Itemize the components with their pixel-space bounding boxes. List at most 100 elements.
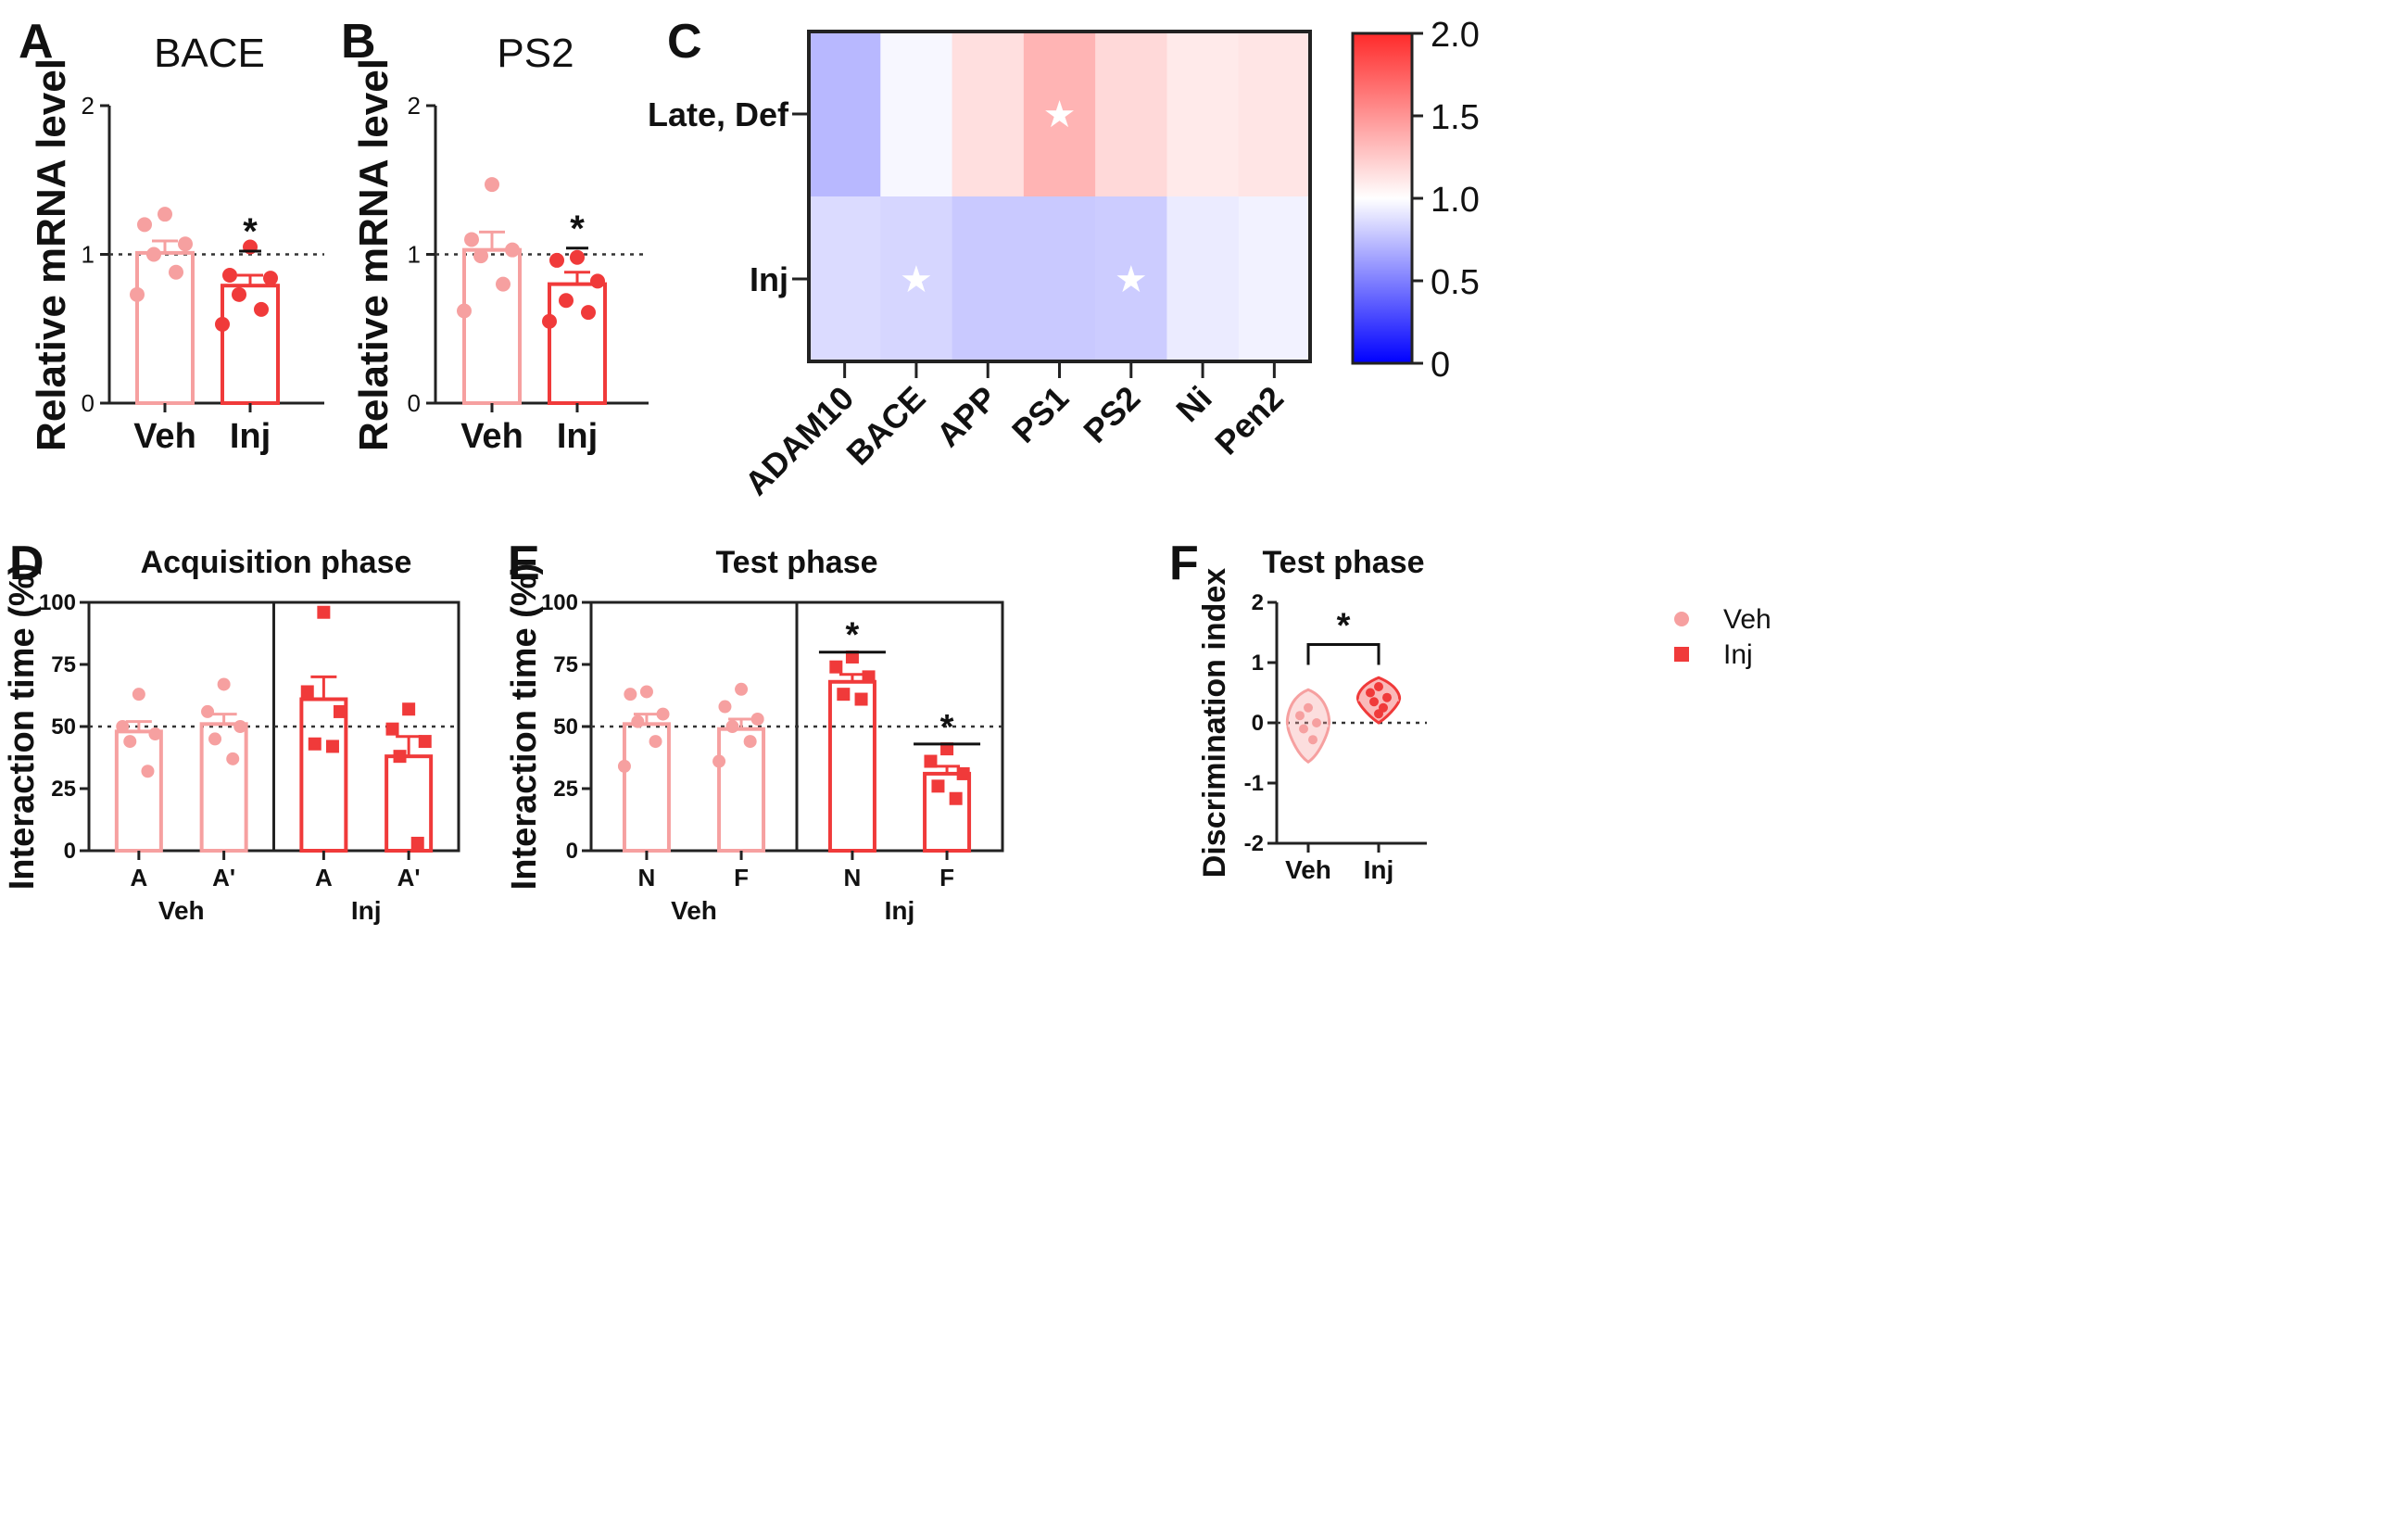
x-tick-label: A' xyxy=(397,864,421,891)
legend-marker-inj xyxy=(1674,647,1689,662)
heatmap-cell-ps1 xyxy=(1023,32,1096,197)
y-tick-label: 75 xyxy=(51,652,76,677)
data-point-veh xyxy=(624,688,637,702)
data-point-veh xyxy=(639,685,653,699)
data-point-inj xyxy=(931,779,945,793)
significance-star: * xyxy=(243,211,258,252)
x-tick-label-inj: Inj xyxy=(1364,855,1394,884)
data-point-inj xyxy=(333,704,347,718)
group-label-inj: Inj xyxy=(351,896,382,925)
data-point-inj xyxy=(317,605,331,619)
x-tick-label-inj: Inj xyxy=(230,417,271,456)
heatmap-col-label-pen2: Pen2 xyxy=(1207,379,1291,462)
data-point-inj xyxy=(1382,692,1392,702)
y-tick-label: 25 xyxy=(553,777,578,802)
heatmap-col-label-ps1: PS1 xyxy=(1004,379,1076,450)
panel-label-a: A xyxy=(19,15,54,69)
data-point-veh xyxy=(146,247,161,262)
significance-star: * xyxy=(940,708,954,747)
x-tick-label-veh: Veh xyxy=(1285,855,1331,884)
heatmap-cell-ni xyxy=(1166,196,1240,362)
data-point-veh xyxy=(485,177,499,193)
violin-veh xyxy=(1285,688,1331,765)
data-point-veh xyxy=(208,732,222,746)
x-tick-label: A xyxy=(130,864,147,891)
bar-veh xyxy=(135,250,195,405)
significance-star: ★ xyxy=(1043,95,1077,135)
data-point-veh xyxy=(1295,711,1305,721)
data-point-veh xyxy=(718,700,732,714)
data-point-inj xyxy=(924,754,938,768)
heatmap-col-label-adam10: ADAM10 xyxy=(738,379,862,503)
data-point-veh xyxy=(226,752,240,765)
y-tick-label: 2 xyxy=(82,92,95,120)
data-point-veh xyxy=(649,735,662,749)
data-point-inj xyxy=(949,791,963,805)
heatmap-col-label-ni: Ni xyxy=(1168,379,1218,429)
legend-label-veh: Veh xyxy=(1723,604,1771,635)
significance-bracket xyxy=(1306,643,1381,665)
data-point-inj xyxy=(829,660,843,674)
heatmap-cell-adam10 xyxy=(809,32,881,197)
panel-label-f: F xyxy=(1169,537,1199,590)
data-point-veh xyxy=(169,264,183,280)
colorbar-tick-label: 1.5 xyxy=(1431,98,1480,137)
y-tick-label: 0 xyxy=(1252,711,1264,736)
data-point-inj xyxy=(940,742,954,756)
data-point-inj xyxy=(232,286,246,302)
y-tick-label: 0 xyxy=(566,839,578,864)
data-point-veh xyxy=(201,704,215,718)
x-tick-label: A' xyxy=(212,864,235,891)
data-point-veh xyxy=(496,276,511,292)
panel-a-title: BACE xyxy=(154,31,265,76)
data-point-veh xyxy=(148,727,162,741)
data-point-veh xyxy=(464,232,479,247)
data-point-inj xyxy=(1374,682,1383,691)
x-tick-label-inj: Inj xyxy=(557,417,598,456)
panel-label-b: B xyxy=(341,15,376,69)
y-tick-label: 0 xyxy=(82,389,95,417)
heatmap-cell-bace xyxy=(880,196,953,362)
data-point-inj xyxy=(570,249,585,265)
heatmap-col-label-app: APP xyxy=(929,379,1004,454)
x-tick-label: A xyxy=(315,864,333,891)
data-point-veh xyxy=(132,688,145,702)
bar-inj-1 xyxy=(385,754,434,853)
y-tick-label: 0 xyxy=(64,839,76,864)
data-point-inj xyxy=(956,766,970,780)
data-point-inj xyxy=(410,836,424,850)
data-point-veh xyxy=(656,707,670,721)
data-point-veh xyxy=(457,303,472,319)
data-point-veh xyxy=(158,207,172,222)
y-tick-label: 2 xyxy=(408,92,421,120)
heatmap-cell-ps1 xyxy=(1023,196,1096,362)
panel-f-y-axis-label: Discrimination index xyxy=(1197,568,1232,878)
heatmap-cell-ps2 xyxy=(1095,32,1167,197)
data-point-veh xyxy=(130,286,145,302)
panel-a-y-axis-label: Relative mRNA level xyxy=(29,58,74,451)
y-tick-label: 1 xyxy=(1252,651,1264,676)
x-tick-label: F xyxy=(734,864,749,891)
data-point-veh xyxy=(750,712,764,726)
heatmap-cell-pen2 xyxy=(1238,32,1311,197)
panel-d-title: Acquisition phase xyxy=(141,545,412,580)
x-tick-label-veh: Veh xyxy=(133,417,196,456)
x-tick-label: N xyxy=(844,864,862,891)
y-tick-label: 100 xyxy=(39,590,76,615)
bar-veh xyxy=(462,247,522,405)
data-point-inj xyxy=(254,301,269,317)
data-point-inj xyxy=(862,670,876,684)
y-tick-label: -1 xyxy=(1244,771,1264,796)
heatmap-row-label-1: Inj xyxy=(750,260,788,298)
data-point-inj xyxy=(308,737,321,751)
data-point-inj xyxy=(385,722,399,736)
x-tick-label: N xyxy=(638,864,656,891)
significance-star: * xyxy=(846,616,860,655)
data-point-inj xyxy=(549,252,564,268)
panel-label-e: E xyxy=(508,537,540,590)
data-point-inj xyxy=(559,293,574,309)
data-point-veh xyxy=(217,677,231,691)
data-point-inj xyxy=(222,267,237,283)
heatmap-cell-app xyxy=(952,196,1025,362)
data-point-inj xyxy=(1369,697,1379,707)
